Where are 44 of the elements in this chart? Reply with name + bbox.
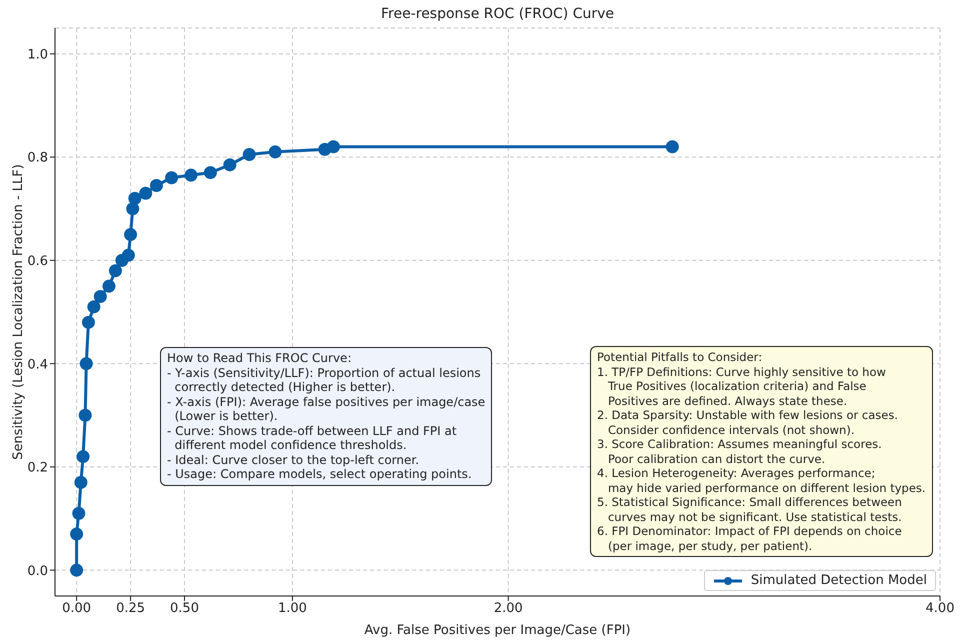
point [139, 186, 152, 200]
point [82, 316, 95, 329]
point [87, 300, 100, 314]
point [268, 145, 282, 158]
x-tick-label: 0.00 [62, 601, 92, 616]
x-tick-label: 4.00 [926, 601, 954, 616]
point [326, 140, 340, 154]
y-tick-label: 0.0 [27, 564, 48, 579]
point [80, 357, 93, 370]
point [94, 290, 107, 304]
point [242, 148, 256, 162]
point [150, 178, 163, 192]
point [70, 564, 84, 577]
point [223, 158, 236, 172]
point [128, 192, 142, 205]
point [76, 450, 90, 464]
legend-label: Simulated Detection Model [750, 573, 927, 588]
point [126, 202, 140, 216]
text: How to Read This FROC Curve: - Y-axis (Sensitivity/LLF): Proportion of actual lesions correctly detected (Higher is better). - X-axis (FPI): Average false positives per image/case (Lower is better). - Curve: Shows trade-off between LLF and FPI at different model confidence thresholds. - Ideal: Curve closer to the top-left corner. - Usage: Compare models, select operating points. [167, 351, 486, 481]
y-axis-title: Sensitivity (Lesion Localization Fraction - LLF) [11, 164, 26, 460]
point [70, 528, 84, 541]
x-tick-label: 1.00 [278, 601, 307, 616]
y-tick-label: 0.2 [27, 460, 48, 476]
point [184, 168, 198, 182]
point [122, 248, 135, 262]
x-tick-label: 2.00 [494, 601, 523, 616]
point [108, 264, 122, 278]
y-tick-label: 0.6 [27, 254, 48, 269]
x-tick-label: 0.25 [116, 601, 146, 616]
x-axis-title: Avg. False Positives per Image/Case (FPI) [364, 623, 631, 638]
y-tick-label: 1.0 [27, 47, 48, 62]
point [204, 166, 217, 180]
point [74, 476, 88, 489]
point [124, 228, 138, 242]
point [165, 171, 178, 184]
point [666, 140, 679, 154]
point [78, 408, 92, 422]
y-tick-label: 0.8 [27, 150, 48, 166]
text: Potential Pitfalls to Consider: 1. TP/FP Definitions: Curve highly sensitive to how True Positives (localization criteria) and False Positives are defined. Always state these. 2. Data Sparsity: Unstable with few lesions or cases. Consider confidence intervals (not shown). 3. Score Calibration: Assumes meaningful scores. Poor calibration can distort the curve. 4. Lesion Heterogeneity: Averages performance; may hide varied performance on different lesion types. 5. Statistical Significance: Small differences between curves may not be significant. Use statistical tests. 6. FPI Denominator: Impact of FPI depends on choice (per image, per study, per patient). [597, 350, 926, 552]
y-tick-label: 0.4 [27, 357, 48, 372]
point [102, 280, 116, 293]
chart-title: Free-response ROC (FROC) Curve [380, 6, 614, 22]
point [72, 506, 86, 520]
x-tick-label: 0.50 [170, 601, 199, 616]
